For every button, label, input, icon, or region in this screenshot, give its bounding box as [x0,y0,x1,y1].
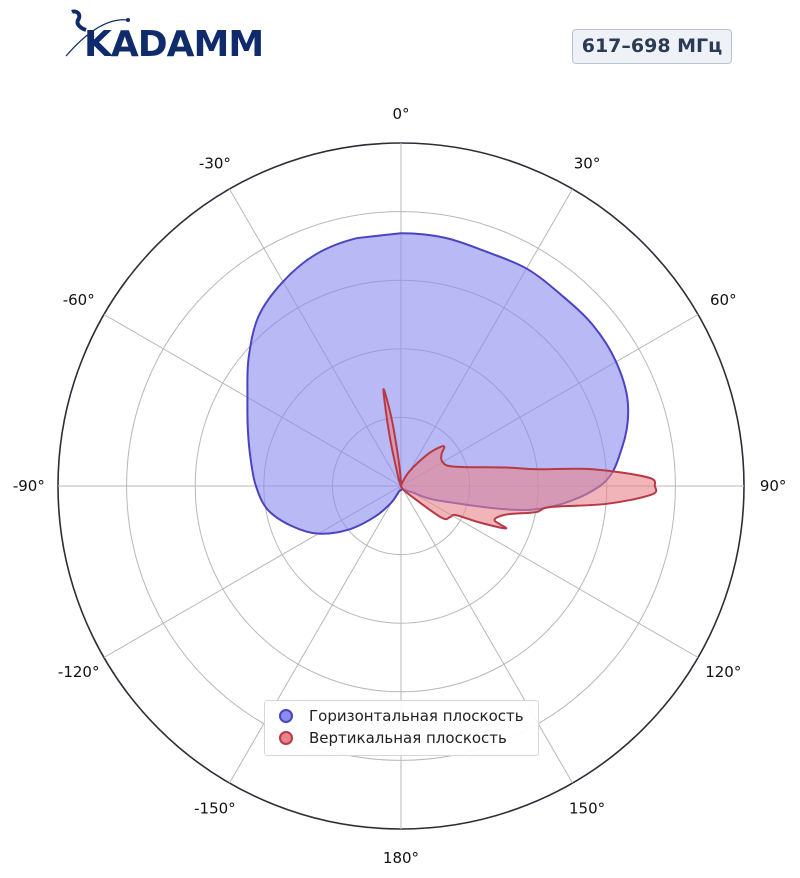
angular-tick-label: 60° [710,291,737,309]
logo-swoosh-mark [71,9,87,32]
series-horizontal-area [246,232,630,535]
angular-tick-label: 150° [569,799,605,817]
legend-marker-vertical [279,731,293,745]
logo-arc-dot [126,18,130,22]
angular-tick-label: 30° [574,155,601,173]
logo-graphic: KADAMM [65,9,264,65]
logo-wordmark: KADAMM [84,24,263,62]
angular-gridline [229,485,402,784]
angular-tick-label: 120° [705,663,741,681]
angular-tick-label: 0° [392,105,409,123]
angular-tick-label: -90° [13,477,45,495]
angular-tick-label: 90° [760,477,787,495]
angular-tick-labels: 0° 30° 60° 90° 120° 150° 180° -150° -120° -90° -60… [13,105,787,867]
angular-tick-label: -60° [63,291,95,309]
legend-label-horizontal: Горизонтальная плоскость [309,707,524,725]
kadamm-logo: KADAMM [62,6,272,65]
legend-marker-horizontal [279,709,293,723]
series-vertical-area [382,388,658,530]
legend-item-horizontal: Горизонтальная плоскость [279,705,538,727]
frequency-badge: 617–698 МГц [572,29,732,64]
angular-tick-label: -150° [194,799,236,817]
logo-arc-line [65,19,129,57]
legend-label-vertical: Вертикальная плоскость [309,729,507,747]
angular-gridline [400,485,573,784]
polar-series [246,232,658,535]
legend: Горизонтальная плоскость Вертикальная пл… [264,700,539,756]
angular-tick-label: -120° [58,663,100,681]
angular-tick-label: -30° [199,155,231,173]
legend-item-vertical: Вертикальная плоскость [279,727,538,749]
angular-tick-label: 180° [383,849,419,867]
